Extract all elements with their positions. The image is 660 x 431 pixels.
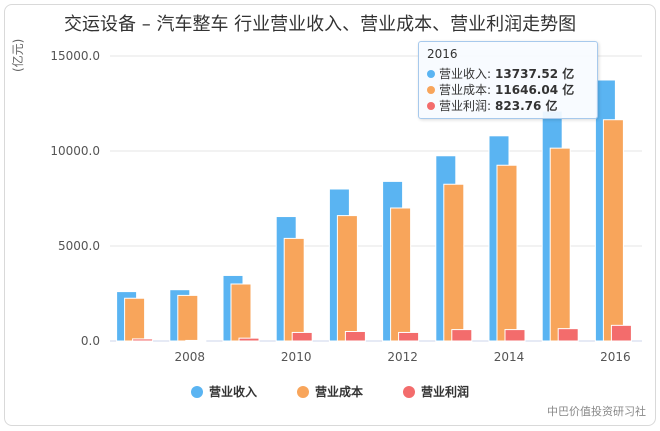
bar-cost-2013 xyxy=(443,183,465,342)
bar-profit-2008 xyxy=(185,339,207,342)
bar-cost-2015 xyxy=(549,147,571,342)
legend-item-revenue[interactable]: 营业收入 xyxy=(190,383,257,400)
tooltip-label-cost: 营业成本: xyxy=(439,83,492,97)
legend-marker-cost xyxy=(296,385,309,398)
tooltip-row-profit: 营业利润: 823.76 亿 xyxy=(427,97,558,114)
bar-profit-2014 xyxy=(504,329,526,342)
bar-profit-2011 xyxy=(344,331,366,342)
legend-item-profit[interactable]: 营业利润 xyxy=(403,383,469,400)
y-tick-label-0: 0.0 xyxy=(81,334,100,348)
bar-profit-2013 xyxy=(451,329,473,342)
legend-item-cost[interactable]: 营业成本 xyxy=(296,383,363,400)
bar-cost-2007 xyxy=(124,297,146,342)
tooltip-value-profit: 823.76 亿 xyxy=(495,99,558,113)
legend: 营业收入 营业成本 营业利润 xyxy=(0,383,660,400)
x-tick-label-2016: 2016 xyxy=(600,350,631,364)
y-tick-label-2: 10000.0 xyxy=(50,144,100,158)
bar-profit-2012 xyxy=(398,331,420,342)
bar-profit-2010 xyxy=(291,331,313,342)
tooltip-marker-revenue xyxy=(427,69,435,78)
bar-cost-2012 xyxy=(390,207,412,342)
tooltip-row-revenue: 营业收入: 13737.52 亿 xyxy=(427,65,574,82)
tooltip-marker-cost xyxy=(427,85,435,94)
chart-title: 交运设备 – 汽车整车 行业营业收入、营业成本、营业利润走势图 xyxy=(64,14,577,35)
bar-cost-2014 xyxy=(496,164,518,342)
tooltip-marker-profit xyxy=(427,101,435,110)
tooltip-label-profit: 营业利润: xyxy=(439,99,492,113)
x-tick-label-2010: 2010 xyxy=(281,350,312,364)
legend-marker-revenue xyxy=(190,385,203,398)
bar-cost-2016 xyxy=(602,119,624,342)
bar-cost-2011 xyxy=(336,215,358,342)
bar-profit-2007 xyxy=(132,338,154,342)
y-tick-label-1: 5000.0 xyxy=(58,239,100,253)
legend-label-cost: 营业成本 xyxy=(314,385,363,399)
x-tick-label-2014: 2014 xyxy=(494,350,525,364)
credit-text: 中巴价值投资研习社 xyxy=(547,405,646,418)
legend-label-profit: 营业利润 xyxy=(421,385,470,399)
tooltip-value-revenue: 13737.52 亿 xyxy=(495,67,575,81)
bar-profit-2015 xyxy=(557,328,579,342)
x-tick-label-2012: 2012 xyxy=(387,350,418,364)
bar-profit-2009 xyxy=(238,337,260,342)
bar-cost-2010 xyxy=(283,237,305,342)
bar-profit-2016 xyxy=(610,324,632,342)
legend-marker-profit xyxy=(403,385,415,398)
x-tick-label-2008: 2008 xyxy=(175,350,206,364)
bar-cost-2009 xyxy=(230,283,252,342)
legend-label-revenue: 营业收入 xyxy=(208,385,257,399)
tooltip-value-cost: 11646.04 亿 xyxy=(495,83,575,97)
tooltip-year: 2016 xyxy=(427,47,458,61)
bar-cost-2008 xyxy=(177,294,199,342)
tooltip-row-cost: 营业成本: 11646.04 亿 xyxy=(427,81,574,98)
y-tick-label-3: 15000.0 xyxy=(50,49,100,63)
tooltip: 2016 营业收入: 13737.52 亿 营业成本: 11646.04 亿 营… xyxy=(418,41,598,119)
tooltip-label-revenue: 营业收入: xyxy=(439,67,492,81)
